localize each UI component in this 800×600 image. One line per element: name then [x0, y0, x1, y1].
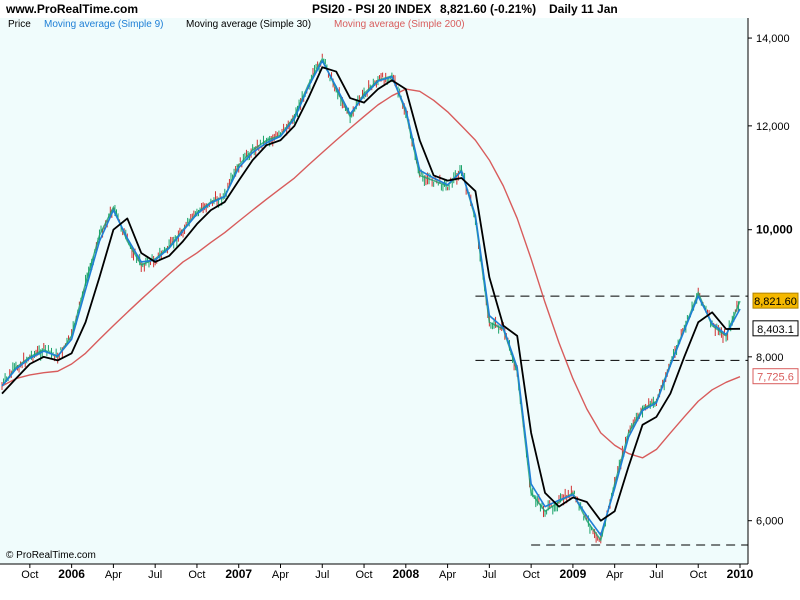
ma9-line[interactable] [1, 60, 741, 536]
y-tick-label: 12,000 [756, 121, 790, 133]
x-tick-label: Apr [272, 569, 289, 581]
ma200-line[interactable] [1, 88, 741, 459]
legend-ma9[interactable]: Moving average (Simple 9) [44, 19, 164, 30]
chart-background [0, 18, 748, 564]
price-label-ma200: 7,725.6 [757, 372, 794, 384]
axis-background [748, 18, 800, 600]
x-tick-label: Oct [188, 569, 205, 581]
x-tick-label: Jul [148, 569, 162, 581]
x-axis[interactable]: Oct 2006 Apr Jul Oct 2007 Apr Jul Oct 2008 Apr Jul O… [21, 564, 754, 581]
x-tick-label: Jul [649, 569, 663, 581]
ma30-line[interactable] [1, 66, 741, 522]
bottom-axis-background [0, 564, 748, 600]
x-tick-label: 2010 [727, 567, 754, 581]
legend-price[interactable]: Price [8, 19, 31, 30]
x-tick-label: 2007 [225, 567, 252, 581]
x-tick-label: 2006 [58, 567, 85, 581]
period-label: Daily 11 Jan [549, 2, 618, 16]
last-quote: 8,821.60 (-0.21%) [440, 2, 536, 16]
x-tick-label: Oct [523, 569, 540, 581]
x-tick-label: Apr [439, 569, 456, 581]
y-tick-label: 10,000 [756, 223, 793, 237]
x-tick-label: Jul [315, 569, 329, 581]
price-labels: 8,821.60 8,403.1 7,725.6 [752, 292, 799, 385]
price-label-ma30: 8,403.1 [757, 324, 794, 336]
chart-title: PSI20 - PSI 20 INDEX [312, 2, 431, 16]
x-tick-label: Apr [105, 569, 122, 581]
price-label-last: 8,821.60 [754, 296, 797, 308]
indicator-lines [1, 60, 741, 536]
y-tick-label: 14,000 [756, 33, 790, 45]
legend-ma30[interactable]: Moving average (Simple 30) [186, 19, 311, 30]
x-tick-label: Jul [482, 569, 496, 581]
x-tick-label: 2008 [392, 567, 419, 581]
x-tick-label: Oct [21, 569, 38, 581]
price-label-box [752, 368, 799, 385]
price-label-box [752, 292, 799, 309]
x-tick-label: Apr [606, 569, 623, 581]
y-tick-label: 8,000 [756, 352, 784, 364]
x-tick-label: 2009 [560, 567, 587, 581]
price-label-box [752, 320, 799, 337]
legend: Price Moving average (Simple 9) Moving a… [8, 19, 465, 30]
y-tick-label: 6,000 [756, 516, 784, 528]
y-axis[interactable]: 14,000 12,000 10,000 8,000 6,000 [748, 33, 793, 528]
copyright: © ProRealTime.com [6, 550, 96, 561]
x-tick-label: Oct [690, 569, 707, 581]
price-line[interactable] [1, 57, 741, 542]
x-tick-label: Oct [355, 569, 372, 581]
legend-ma200[interactable]: Moving average (Simple 200) [334, 19, 465, 30]
site-name[interactable]: www.ProRealTime.com [5, 2, 138, 16]
